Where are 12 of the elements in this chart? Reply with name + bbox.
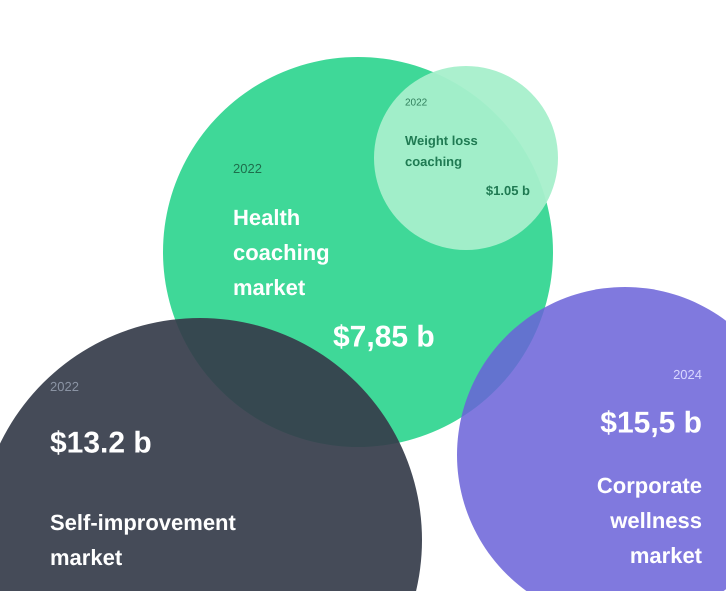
data-label: $7,85 b <box>333 320 435 354</box>
text: 2024 <box>673 367 702 382</box>
data-label: $1.05 b <box>486 183 530 198</box>
text: 2022 <box>233 161 262 176</box>
data-label: $13.2 b <box>50 426 152 460</box>
text: 2022 <box>405 98 428 108</box>
category-label: Health coaching market <box>233 205 330 300</box>
data-label: $15,5 b <box>600 406 702 440</box>
text: 2022 <box>50 379 79 394</box>
category-label: Corporate wellness market <box>596 473 703 568</box>
category-label: Weight loss coaching <box>405 133 478 169</box>
category-label: Self-improvement market <box>50 510 236 570</box>
